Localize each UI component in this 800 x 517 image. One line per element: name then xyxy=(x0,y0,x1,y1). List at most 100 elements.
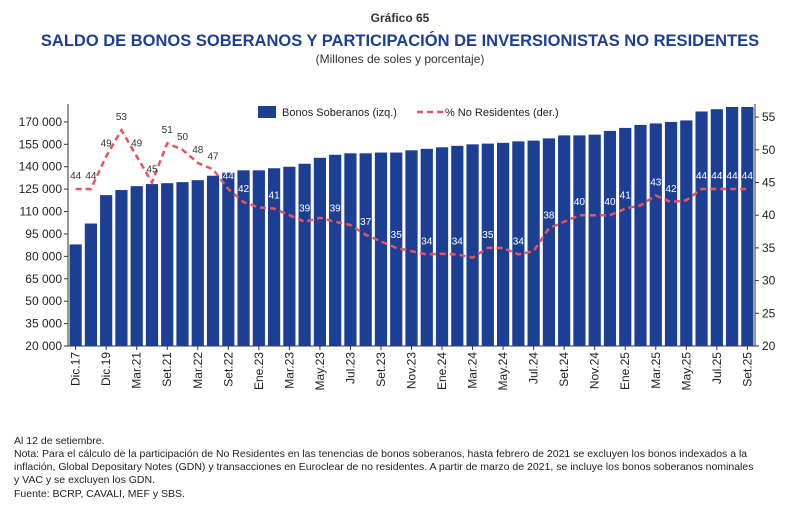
legend-label: % No Residentes (der.) xyxy=(445,107,559,119)
x-tick-label: Mar.24 xyxy=(466,352,480,389)
bar xyxy=(435,147,449,346)
data-label: 53 xyxy=(116,112,128,123)
bar xyxy=(390,152,403,346)
bar xyxy=(725,106,739,346)
bar xyxy=(603,130,617,346)
data-label: 42 xyxy=(665,184,677,195)
y2-tick-label: 40 xyxy=(762,208,776,222)
data-label: 43 xyxy=(650,178,662,189)
note: y VAC y se excluyen los GDN. xyxy=(14,474,155,486)
data-label: 44 xyxy=(742,171,754,182)
data-label: 44 xyxy=(711,171,723,182)
data-label: 39 xyxy=(299,204,311,215)
y-tick-label: 95 000 xyxy=(25,227,62,241)
x-tick-label: Set.22 xyxy=(221,352,235,387)
x-tick-label: Set.25 xyxy=(740,352,754,387)
y2-tick-label: 30 xyxy=(762,274,776,288)
x-tick-label: Nov.23 xyxy=(405,352,419,389)
data-label: 35 xyxy=(482,230,494,241)
data-label: 40 xyxy=(574,197,586,208)
bar xyxy=(451,145,464,346)
data-label: 38 xyxy=(543,210,555,221)
y2-tick-label: 35 xyxy=(762,241,776,255)
bar xyxy=(680,120,693,346)
data-label: 35 xyxy=(391,230,403,241)
x-tick-label: Jul.23 xyxy=(343,352,357,384)
bar xyxy=(741,106,754,346)
x-tick-label: Dic.17 xyxy=(69,352,83,386)
bar xyxy=(267,168,281,346)
bar xyxy=(512,141,525,346)
data-label: 40 xyxy=(604,197,616,208)
data-label: 50 xyxy=(177,132,189,143)
bar xyxy=(298,163,311,346)
bar xyxy=(329,154,342,346)
x-tick-label: May.25 xyxy=(679,352,693,391)
x-tick-label: Mar.21 xyxy=(130,352,144,389)
bar xyxy=(527,140,540,346)
legend-label: Bonos Soberanos (izq.) xyxy=(282,107,397,119)
bar xyxy=(222,172,235,346)
bar xyxy=(252,170,265,346)
data-label: 34 xyxy=(421,236,433,247)
line xyxy=(75,127,748,260)
bar xyxy=(69,244,82,346)
x-tick-label: May.23 xyxy=(313,352,327,391)
data-label: 51 xyxy=(162,125,174,136)
bar xyxy=(664,121,678,346)
bar xyxy=(420,148,433,346)
data-label: 49 xyxy=(131,138,143,149)
y-tick-label: 155 000 xyxy=(19,137,63,151)
bar xyxy=(344,153,357,346)
data-label: 44 xyxy=(727,171,739,182)
bar xyxy=(145,184,159,346)
x-tick-label: Ene.23 xyxy=(252,352,266,390)
bar xyxy=(634,124,647,347)
bar xyxy=(481,143,494,346)
bar xyxy=(649,123,662,346)
data-label: 49 xyxy=(101,138,113,149)
y2-tick-label: 20 xyxy=(762,339,776,353)
bar xyxy=(466,144,479,346)
bar xyxy=(283,166,296,346)
note: Al 12 de setiembre. xyxy=(14,435,104,447)
y-tick-label: 140 000 xyxy=(19,160,63,174)
y-tick-label: 65 000 xyxy=(25,272,62,286)
bar xyxy=(542,138,556,346)
x-tick-label: Dic.19 xyxy=(99,352,113,386)
y-tick-label: 20 000 xyxy=(25,339,62,353)
data-label: 41 xyxy=(269,191,281,202)
chart-label: Gráfico 65 xyxy=(371,11,430,25)
bar xyxy=(588,134,601,346)
y2-tick-label: 50 xyxy=(762,143,776,157)
bar xyxy=(405,150,418,346)
y-tick-label: 50 000 xyxy=(25,294,62,308)
x-tick-label: Set.23 xyxy=(374,352,388,387)
data-label: 42 xyxy=(238,184,250,195)
y-tick-label: 110 000 xyxy=(20,205,63,219)
note: Fuente: BCRP, CAVALI, MEF y SBS. xyxy=(14,488,185,500)
x-tick-label: Set.21 xyxy=(160,352,174,387)
data-label: 41 xyxy=(620,191,632,202)
bar xyxy=(206,175,220,346)
data-label: 37 xyxy=(360,217,372,228)
x-tick-label: Jul.25 xyxy=(710,352,724,384)
data-label: 34 xyxy=(513,236,525,247)
y2-tick-label: 25 xyxy=(762,306,776,320)
chart-subtitle: (Millones de soles y porcentaje) xyxy=(316,52,485,66)
data-label: 44 xyxy=(696,171,708,182)
y-tick-label: 125 000 xyxy=(19,182,63,196)
data-label: 45 xyxy=(146,164,158,175)
bar xyxy=(161,183,174,346)
bar xyxy=(359,153,372,346)
bar xyxy=(558,135,571,346)
bar xyxy=(100,195,113,346)
x-tick-label: Jul.24 xyxy=(527,352,541,384)
data-label: 47 xyxy=(207,151,219,162)
bar xyxy=(710,109,723,346)
data-label: 48 xyxy=(192,145,204,156)
bar xyxy=(374,152,388,346)
bar xyxy=(496,142,510,346)
data-label: 39 xyxy=(330,204,342,215)
x-tick-label: May.24 xyxy=(496,352,510,391)
